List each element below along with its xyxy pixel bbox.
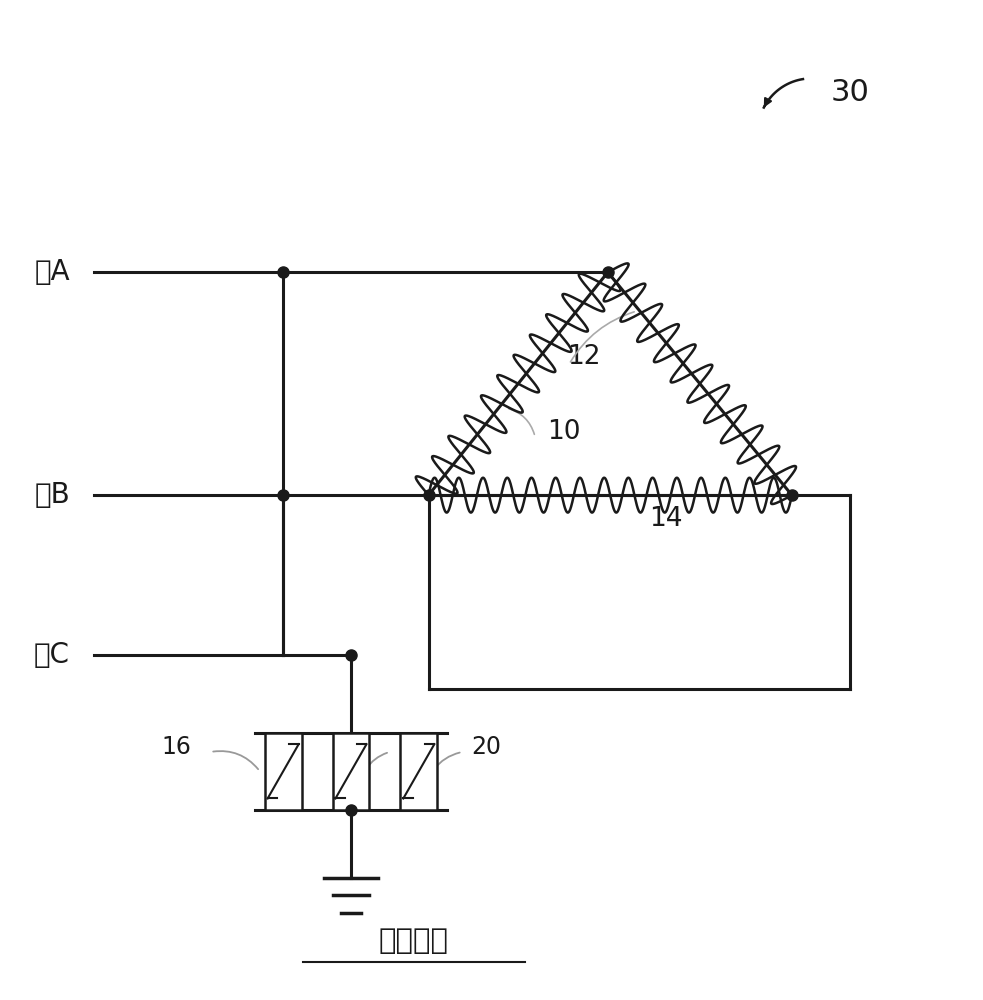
Text: 相B: 相B xyxy=(34,481,70,509)
Text: 相C: 相C xyxy=(34,641,70,669)
Text: 现有技术: 现有技术 xyxy=(379,927,449,955)
Bar xyxy=(264,733,302,810)
Text: 10: 10 xyxy=(548,419,581,445)
Text: 18: 18 xyxy=(399,735,429,759)
Text: 14: 14 xyxy=(649,506,682,532)
Text: 30: 30 xyxy=(831,78,870,107)
Text: 16: 16 xyxy=(161,735,192,759)
Text: 12: 12 xyxy=(567,344,601,370)
Bar xyxy=(400,733,437,810)
Text: 20: 20 xyxy=(472,735,501,759)
Text: 相A: 相A xyxy=(34,258,70,286)
Bar xyxy=(332,733,370,810)
